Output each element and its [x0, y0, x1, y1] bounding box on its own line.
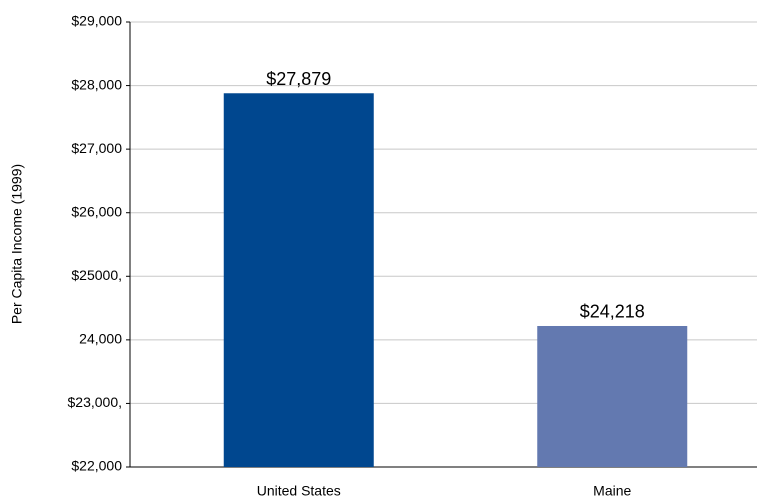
y-tick-label: $26,000 [71, 203, 122, 219]
y-tick-label: $23,000, [68, 394, 123, 410]
value-label: $27,879 [266, 69, 331, 89]
y-tick-label: $29,000 [71, 13, 122, 29]
y-tick-label: 24,000 [79, 331, 122, 347]
x-tick-label: Maine [593, 483, 631, 499]
y-tick-label: $28,000 [71, 76, 122, 92]
bar [537, 325, 688, 467]
y-tick-label: $25000, [71, 267, 122, 283]
y-axis-label: Per Capita Income (1999) [9, 164, 25, 324]
bar [223, 93, 374, 467]
y-tick-label: $22,000 [71, 458, 122, 474]
x-tick-label: United States [257, 483, 341, 499]
value-label: $24,218 [580, 302, 645, 322]
y-tick-label: $27,000 [71, 140, 122, 156]
